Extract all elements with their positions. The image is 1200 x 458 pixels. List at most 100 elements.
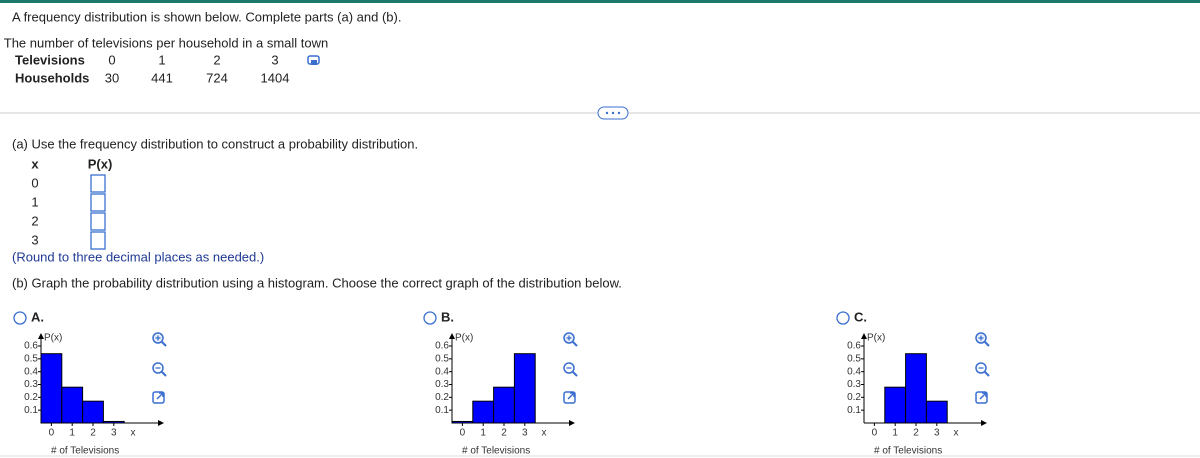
y-arrow: [38, 333, 44, 339]
y-arrow: [861, 333, 867, 339]
y-tick-label: 0.5: [847, 353, 861, 364]
radio-button[interactable]: [836, 311, 850, 325]
column-header: P(x): [88, 156, 113, 171]
x-tick-label: 1: [892, 428, 898, 439]
x-tick-label: 1: [69, 428, 75, 439]
x-axis-end-label: x: [131, 428, 136, 439]
table-cell: 1: [158, 52, 165, 67]
icon-stroke: [161, 371, 167, 377]
x-tick-label: 2: [501, 428, 507, 439]
x-tick-label: 0: [872, 428, 878, 439]
radio-button[interactable]: [423, 311, 437, 325]
top-bar: [0, 0, 1200, 3]
bar: [513, 353, 536, 424]
y-tick-label: 0.4: [24, 366, 38, 377]
x-value: 0: [31, 175, 38, 190]
answer-input[interactable]: [90, 174, 106, 193]
column-header: x: [31, 156, 39, 171]
y-tick-label: 0.1: [847, 405, 861, 416]
x-arrow: [158, 420, 164, 426]
x-axis-label: # of Televisions: [874, 446, 942, 457]
icon-stroke: [156, 392, 164, 400]
row-header: Televisions: [15, 52, 85, 67]
answer-input[interactable]: [90, 231, 106, 250]
x-arrow: [569, 420, 575, 426]
expand-icon[interactable]: [975, 391, 988, 404]
y-tick-label: 0.6: [24, 341, 38, 352]
instruction: A frequency distribution is shown below.…: [12, 9, 401, 24]
x-axis-label: # of Televisions: [462, 446, 530, 457]
bar: [925, 400, 948, 424]
x-tick-label: 2: [90, 428, 96, 439]
table-cell: 0: [108, 52, 115, 67]
icon-stroke: [161, 341, 167, 347]
bar: [884, 386, 907, 424]
y-tick-label: 0.1: [435, 405, 449, 416]
bar: [82, 400, 104, 424]
row-header: Households: [15, 70, 89, 85]
x-tick-label: 3: [934, 428, 940, 439]
round-note: (Round to three decimal places as needed…: [12, 249, 264, 264]
option-label[interactable]: A.: [31, 309, 44, 324]
x-value: 1: [31, 194, 38, 209]
table-cell: 3: [271, 52, 278, 67]
option-label[interactable]: B.: [441, 309, 454, 324]
table-cell: 724: [206, 70, 228, 85]
answer-input[interactable]: [90, 193, 106, 212]
icon-stroke: [984, 371, 990, 377]
table-cell: 30: [105, 70, 119, 85]
answer-input[interactable]: [90, 212, 106, 231]
y-tick-label: 0.3: [435, 379, 449, 390]
icon-stroke: [979, 392, 987, 400]
y-tick-label: 0.5: [24, 353, 38, 364]
x-tick-label: 3: [111, 428, 117, 439]
y-tick-label: 0.5: [435, 353, 449, 364]
y-tick-label: 0.2: [847, 392, 861, 403]
x-value: 2: [31, 213, 38, 228]
bar: [905, 353, 927, 424]
icon-stroke: [984, 341, 990, 347]
bar: [61, 386, 84, 424]
table-caption: The number of televisions per household …: [4, 35, 328, 50]
copy-icon[interactable]: [307, 55, 320, 65]
y-tick-label: 0.4: [847, 366, 861, 377]
y-tick-label: 0.2: [435, 392, 449, 403]
y-tick-label: 0.3: [24, 379, 38, 390]
y-tick-label: 0.6: [847, 341, 861, 352]
part-b-prompt: (b) Graph the probability distribution u…: [12, 275, 622, 290]
option-label[interactable]: C.: [854, 309, 867, 324]
y-tick-label: 0.1: [24, 405, 38, 416]
y-tick-label: 0.4: [435, 366, 449, 377]
x-tick-label: 0: [460, 428, 466, 439]
x-arrow: [981, 420, 987, 426]
table-cell: 1404: [261, 70, 290, 85]
x-axis-label: # of Televisions: [51, 446, 119, 457]
table-cell: 441: [151, 70, 173, 85]
icon-stroke: [572, 341, 578, 347]
y-axis-label: P(x): [867, 333, 885, 344]
x-value: 3: [31, 232, 38, 247]
table-cell: 2: [213, 52, 220, 67]
y-tick-label: 0.6: [435, 341, 449, 352]
radio-button[interactable]: [13, 311, 27, 325]
y-axis-label: P(x): [455, 333, 473, 344]
y-axis-label: P(x): [44, 333, 62, 344]
bar: [40, 353, 63, 424]
bar: [472, 400, 495, 424]
icon-stroke: [567, 392, 575, 400]
y-arrow: [449, 333, 455, 339]
y-tick-label: 0.3: [847, 379, 861, 390]
icon-stroke: [572, 371, 578, 377]
y-tick-label: 0.2: [24, 392, 38, 403]
x-axis-end-label: x: [954, 428, 959, 439]
expand-icon[interactable]: [152, 391, 165, 404]
x-tick-label: 2: [913, 428, 919, 439]
x-tick-label: 1: [480, 428, 486, 439]
part-a-prompt: (a) Use the frequency distribution to co…: [12, 136, 418, 151]
x-tick-label: 3: [522, 428, 528, 439]
x-axis-end-label: x: [542, 428, 547, 439]
expand-icon[interactable]: [563, 391, 576, 404]
x-tick-label: 0: [49, 428, 55, 439]
